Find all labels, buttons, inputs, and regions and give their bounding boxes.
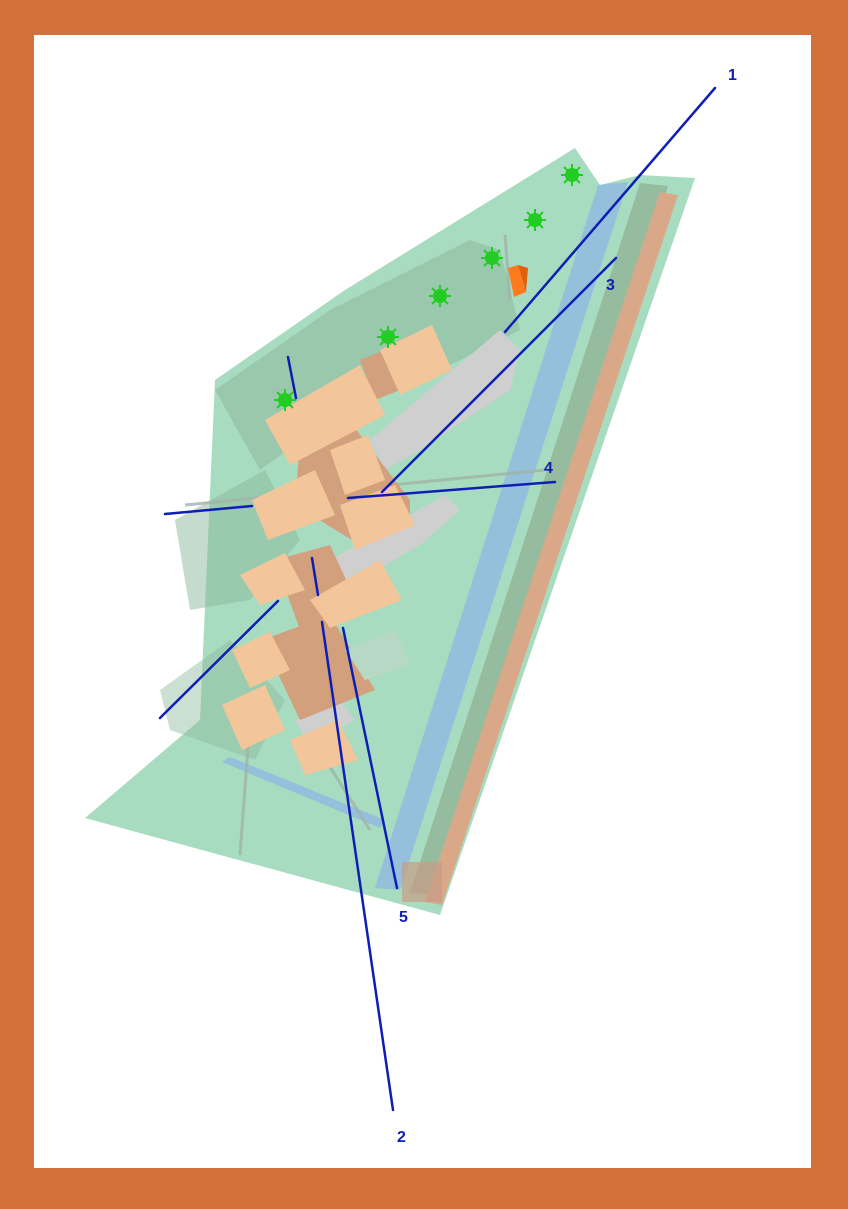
building xyxy=(330,435,385,495)
section-lines xyxy=(158,86,717,1112)
tree-icon xyxy=(274,389,296,411)
tree-icon xyxy=(429,285,451,307)
tree-icon xyxy=(561,164,583,186)
tree-icon xyxy=(481,247,503,269)
tree-icon xyxy=(377,326,399,348)
building-core xyxy=(262,615,375,720)
section-line-4[interactable] xyxy=(346,480,557,500)
shed-icon xyxy=(508,265,528,297)
brown-strip xyxy=(425,192,678,905)
annex xyxy=(345,630,410,680)
path-strip xyxy=(410,183,668,895)
section-line-1[interactable] xyxy=(503,86,717,334)
building-core xyxy=(360,350,400,400)
section-label-3: 3 xyxy=(606,277,615,294)
section-line-2[interactable] xyxy=(320,620,395,1112)
section-line-3[interactable] xyxy=(380,256,618,494)
building xyxy=(265,365,385,465)
section-label-4: 4 xyxy=(544,460,553,477)
building xyxy=(240,553,305,605)
trees xyxy=(274,164,583,411)
building xyxy=(232,632,290,688)
canal-branch xyxy=(222,757,385,828)
section-line-north-stub[interactable] xyxy=(286,355,298,400)
courtyard xyxy=(330,495,460,585)
canal-end-block xyxy=(402,862,442,902)
section-line-4-west[interactable] xyxy=(163,504,254,516)
courtyard xyxy=(370,330,520,470)
section-label-5: 5 xyxy=(399,909,408,926)
canal xyxy=(375,182,628,890)
building xyxy=(222,685,285,750)
building xyxy=(340,485,415,550)
section-line-5[interactable] xyxy=(341,626,399,890)
tree-icon xyxy=(524,209,546,231)
section-line-sw[interactable] xyxy=(158,599,280,720)
building xyxy=(380,325,452,395)
building xyxy=(252,470,335,540)
section-line-2-stub[interactable] xyxy=(310,556,320,597)
section-label-1: 1 xyxy=(728,67,737,84)
building xyxy=(310,560,402,628)
section-label-2: 2 xyxy=(397,1129,406,1146)
